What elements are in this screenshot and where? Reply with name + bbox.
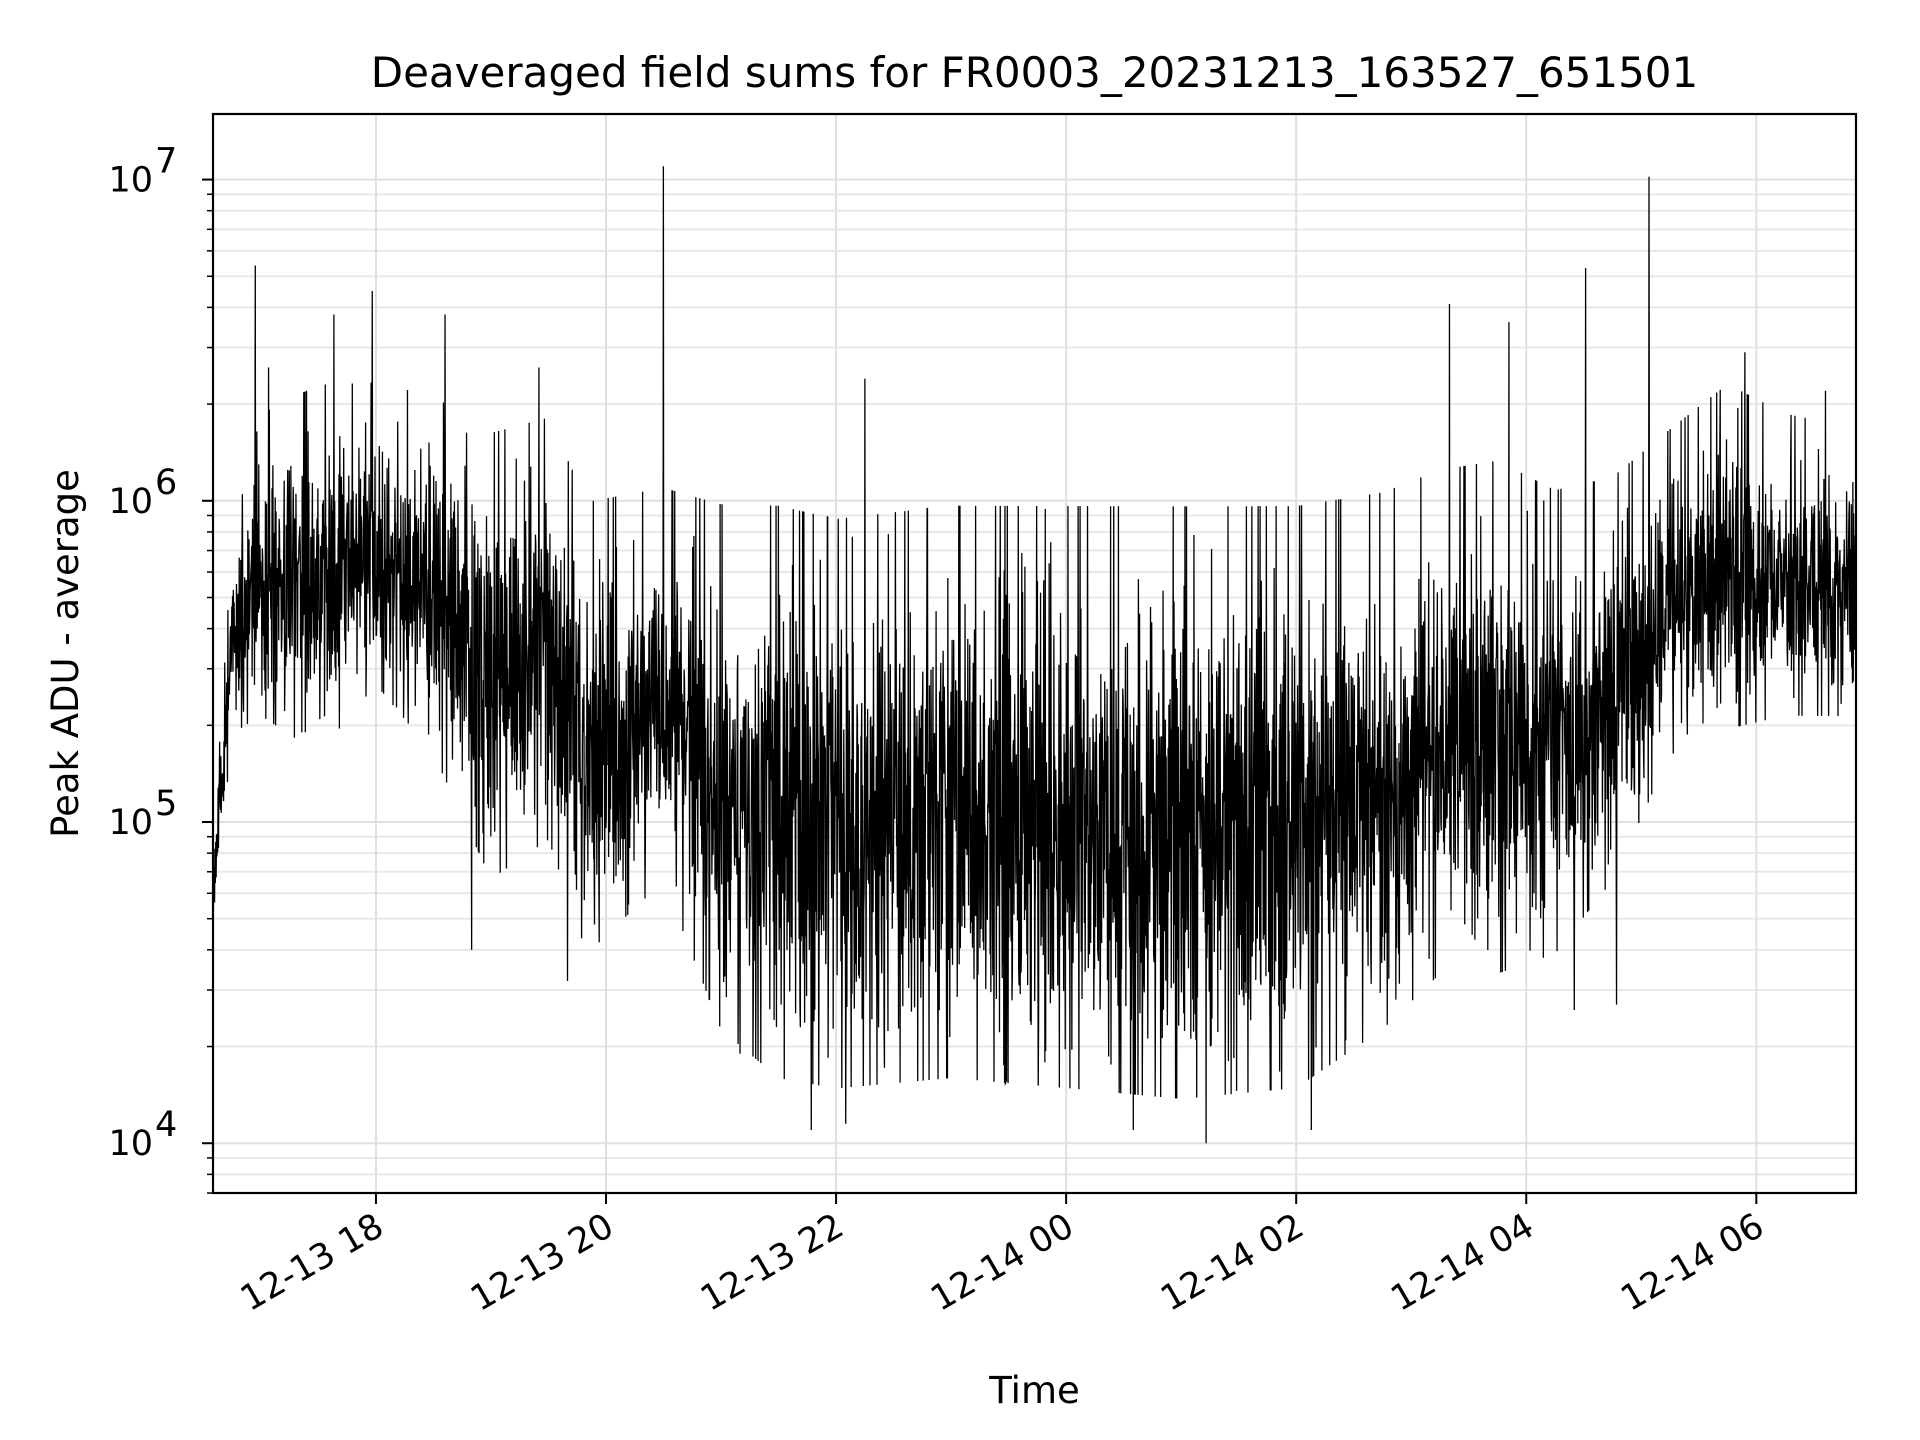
y-tick-label-exponent: 4 [155, 1105, 177, 1145]
y-tick-label-base: 10 [108, 161, 153, 201]
y-tick-label-base: 10 [108, 482, 153, 522]
y-tick-label-exponent: 6 [155, 463, 177, 503]
y-tick-label-base: 10 [108, 1124, 153, 1164]
y-axis-label: Peak ADU - average [44, 469, 87, 838]
chart-title: Deaveraged field sums for FR0003_2023121… [371, 48, 1699, 97]
y-tick-label-exponent: 7 [155, 142, 177, 182]
y-tick-label-exponent: 5 [155, 784, 177, 824]
series-layer [212, 166, 1857, 1144]
series-line [212, 166, 1857, 1144]
x-axis-label: Time [988, 1369, 1080, 1412]
plot-frame [211, 112, 1858, 1195]
y-tick-label-base: 10 [108, 803, 153, 843]
